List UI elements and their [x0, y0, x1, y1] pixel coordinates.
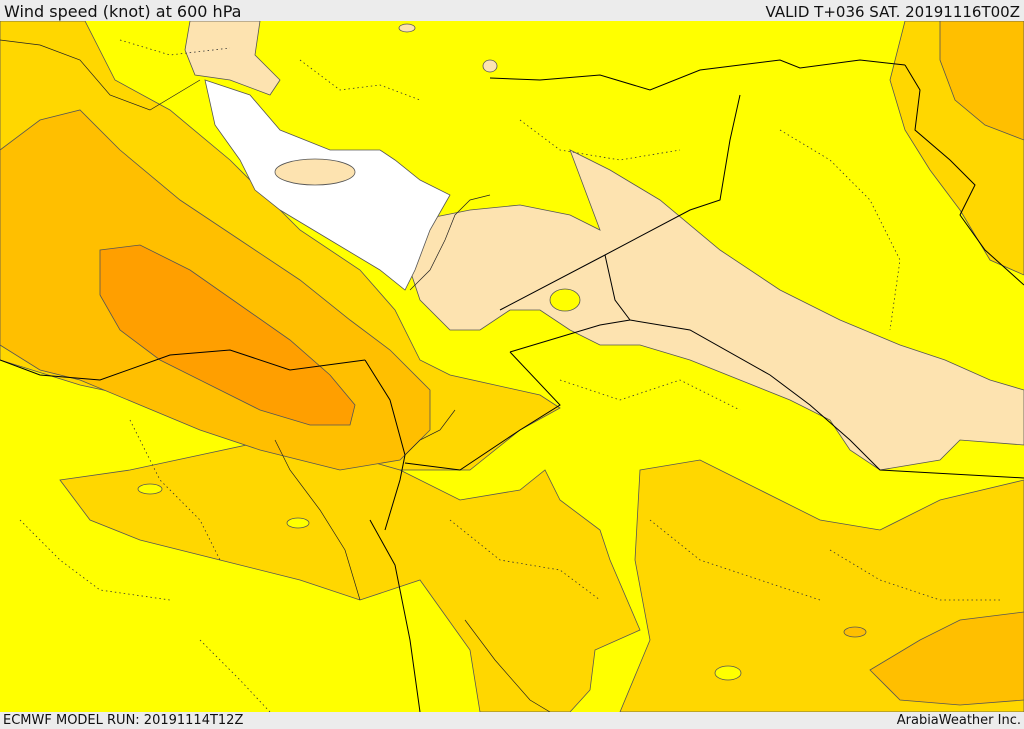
coastlines [0, 39, 551, 712]
yellow-patch-1 [286, 517, 310, 529]
header-bar: Wind speed (knot) at 600 hPa VALID T+036… [0, 0, 1024, 21]
yellow-patch-2 [137, 483, 163, 495]
credit-label: ArabiaWeather Inc. [896, 713, 1021, 728]
map-title: Wind speed (knot) at 600 hPa [4, 2, 242, 21]
strong-patch-1 [843, 626, 867, 638]
wind-band-iran-strong [939, 21, 1024, 141]
model-run-label: ECMWF MODEL RUN: 20191114T12Z [3, 713, 244, 728]
light-patch-small-1 [482, 59, 498, 73]
wind-band-se-strong [869, 611, 1024, 706]
light-patch-syria [549, 288, 581, 312]
wind-band-light-north [184, 21, 281, 96]
valid-time: VALID T+036 SAT. 20191116T00Z [765, 3, 1020, 21]
footer-bar: ECMWF MODEL RUN: 20191114T12Z ArabiaWeat… [0, 712, 1024, 729]
wind-calm-area [204, 79, 451, 291]
island-cyprus [274, 158, 356, 186]
admin-boundaries [19, 39, 1000, 712]
light-patch-small-2 [398, 23, 416, 33]
yellow-patch-3 [714, 665, 742, 681]
wind-band-very-strong [99, 244, 356, 426]
wind-band-light-east [409, 149, 1024, 471]
wind-speed-map[interactable] [0, 21, 1024, 712]
